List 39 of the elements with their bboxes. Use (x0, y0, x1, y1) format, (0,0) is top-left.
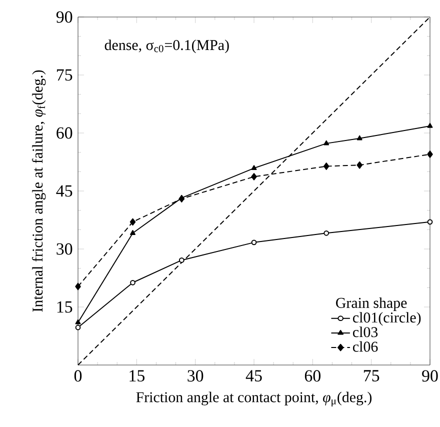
x-tick-label: 0 (74, 370, 82, 382)
point (251, 240, 257, 246)
point (130, 280, 136, 286)
point (130, 230, 136, 235)
x-tick-label: 75 (364, 370, 380, 382)
y-axis-title: Internal friction angle at failure, φ$_{f}$(deg.) (32, 70, 46, 312)
y-tick-label: 45 (56, 185, 72, 197)
y-tick-label: 75 (56, 69, 72, 81)
y-tick-label: 60 (56, 127, 72, 139)
point (75, 324, 81, 330)
x-tick-label: 90 (422, 370, 438, 382)
point (178, 258, 184, 263)
point (130, 218, 136, 226)
point (427, 150, 433, 158)
legend-label: cl03 (352, 326, 378, 338)
y-tick-label: 90 (56, 11, 72, 23)
point (251, 165, 257, 170)
point (251, 173, 257, 180)
point (324, 230, 330, 236)
point (356, 161, 362, 169)
point (178, 195, 185, 202)
point (75, 319, 81, 324)
y-tick-label: 30 (56, 243, 72, 255)
y-tick-label: 15 (57, 301, 72, 313)
x-tick-label: 60 (304, 370, 320, 382)
legend-title: Grain shape (336, 297, 407, 312)
x-tick-label: 15 (130, 370, 144, 382)
legend-label: cl01(circle) (352, 312, 421, 326)
annotation: dense, σ$_{c0}$=0.1(MPa) (104, 40, 229, 54)
point (75, 282, 81, 290)
point (323, 162, 330, 170)
x-tick-label: 30 (188, 370, 204, 382)
point (427, 122, 433, 128)
x-tick-label: 45 (246, 370, 262, 382)
point (324, 140, 330, 146)
point (427, 219, 433, 225)
legend-label: cl06 (352, 341, 378, 352)
x-axis-title: Friction angle at contact point, φ$_{μ}$(deg.) (136, 392, 372, 407)
point (356, 135, 362, 140)
